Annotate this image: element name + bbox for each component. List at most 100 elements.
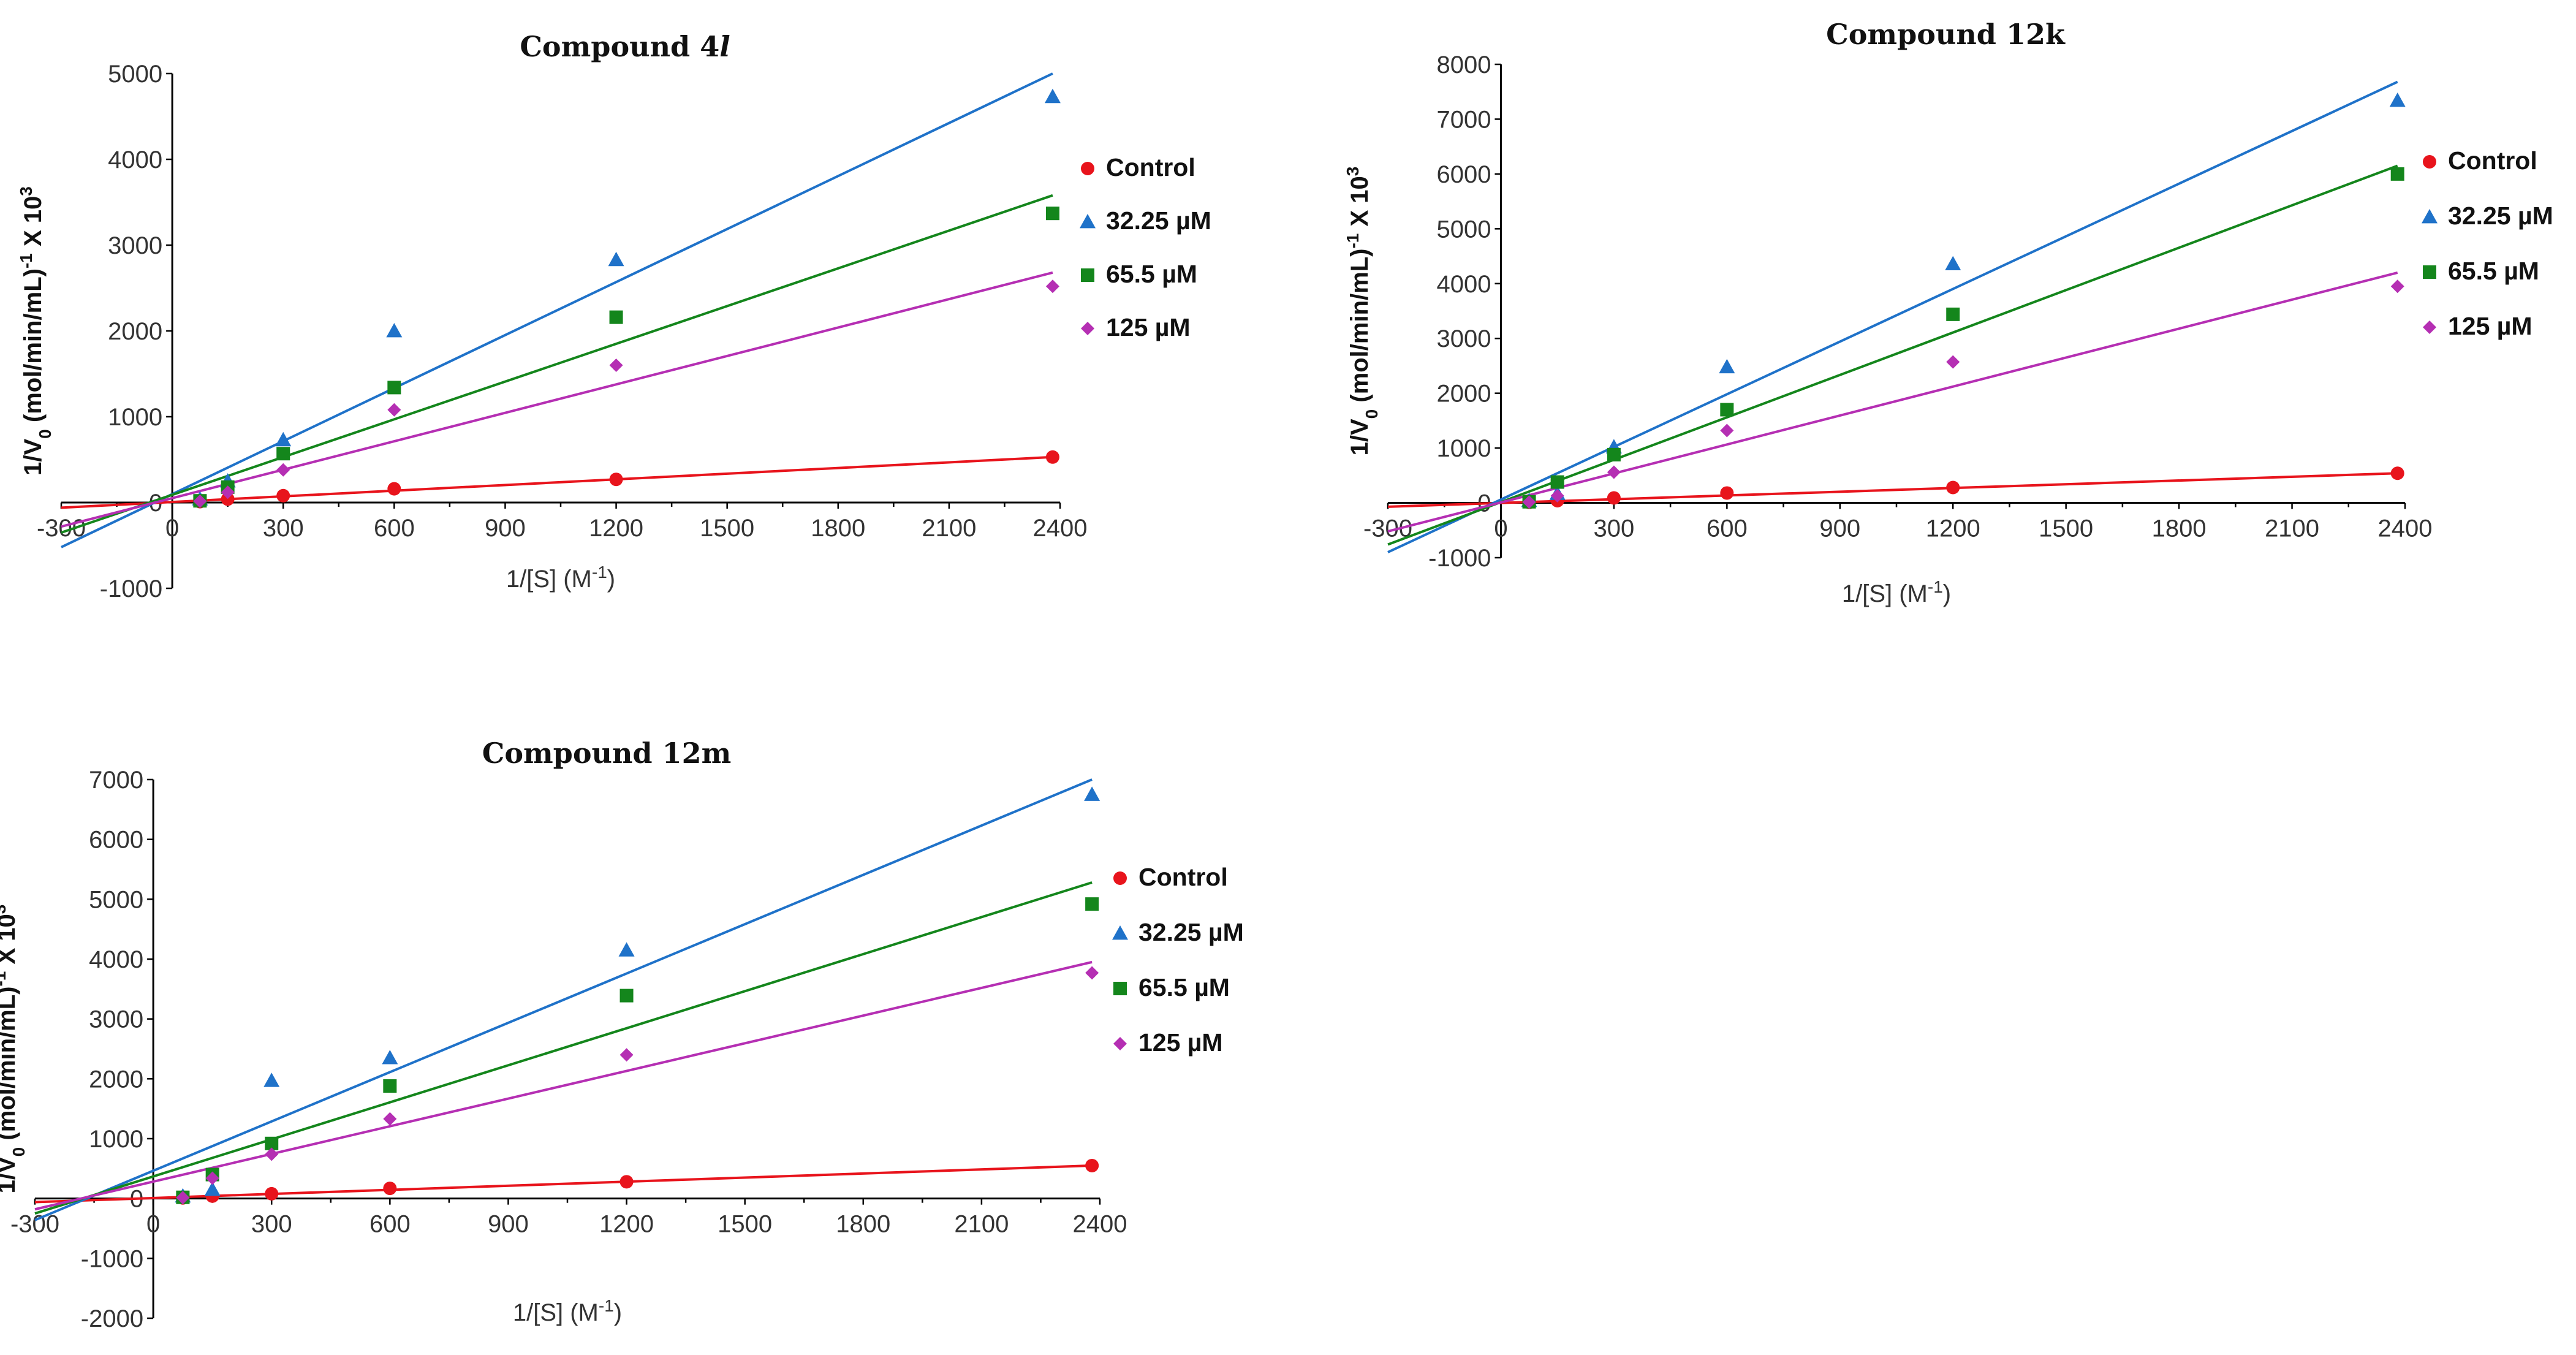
x-tick-label: 2400 [1033, 515, 1088, 542]
x-tick-label: 1800 [2152, 515, 2207, 542]
data-point-control [265, 1186, 279, 1201]
legend-label: 125 µM [1106, 313, 1191, 341]
y-tick-label: 1000 [1436, 435, 1491, 462]
data-point-c32 [2389, 93, 2406, 107]
legend-label: 65.5 µM [1106, 260, 1197, 288]
data-point-c125 [1607, 465, 1621, 479]
y-tick-label: 2000 [108, 318, 162, 345]
y-axis-label: 1/V0 (mol/min/mL)-1 X 103 [0, 905, 28, 1194]
data-point-c32 [386, 323, 403, 338]
data-point-c65 [1720, 403, 1734, 417]
y-tick-label: 5000 [108, 61, 162, 88]
y-tick-label: 6000 [1436, 161, 1491, 188]
trendline-c65 [34, 881, 1093, 1215]
data-point-c65 [1946, 307, 1960, 321]
legend-label: 32.25 µM [2448, 202, 2553, 230]
data-point-c32 [1044, 88, 1061, 104]
chart-panel-compound-12m: Compound 12m -2000 -10000 1000 2000 3000 4000 5… [0, 737, 1244, 1332]
y-tick-label: 2000 [89, 1066, 143, 1093]
y-tick-label: 1000 [89, 1126, 143, 1153]
x-tick-label: 900 [485, 515, 526, 542]
data-point-control [619, 1175, 634, 1189]
data-point-c125 [1085, 966, 1099, 980]
data-point-c125 [1720, 423, 1734, 438]
x-tick-label: 2100 [2265, 515, 2319, 542]
legend-label: 32.25 µM [1106, 207, 1211, 235]
legend-marker-c65 [1081, 268, 1094, 282]
x-tick-label: 1200 [599, 1211, 654, 1238]
chart-title: Compound 12k [1826, 18, 2066, 51]
data-point-c32 [1719, 359, 1735, 374]
y-tick-label: 8000 [1436, 51, 1491, 78]
data-point-control [276, 488, 290, 503]
legend-label: Control [1138, 863, 1228, 891]
trendline-c32 [1387, 80, 2398, 553]
x-tick-label: 300 [1594, 515, 1635, 542]
data-point-c125 [193, 494, 207, 508]
x-tick-label: 300 [263, 515, 304, 542]
y-tick-label: 5000 [1436, 216, 1491, 243]
trendline-c65 [1387, 164, 2398, 546]
legend-marker-c125 [1113, 1037, 1127, 1050]
data-point-control [2390, 466, 2404, 480]
x-tick-label: 2400 [2378, 515, 2433, 542]
data-point-c125 [205, 1171, 219, 1185]
data-point-c125 [276, 463, 290, 477]
x-tick-label: 300 [251, 1211, 292, 1238]
data-point-control [1720, 486, 1734, 500]
data-point-c125 [609, 359, 623, 372]
trendline-c125 [1387, 271, 2398, 533]
y-tick-label: 4000 [108, 146, 162, 173]
data-point-control [1607, 491, 1621, 505]
y-tick-label: 5000 [89, 886, 143, 913]
data-point-c65 [2390, 167, 2404, 181]
y-tick-label: 1000 [108, 404, 162, 431]
x-tick-label: 0 [165, 515, 179, 542]
y-tick-label: 6000 [89, 827, 143, 854]
x-axis-label: 1/[S] (M-1) [1842, 577, 1951, 608]
data-point-c32 [382, 1050, 398, 1065]
legend-label: 65.5 µM [1138, 973, 1230, 1001]
legend-marker-c65 [1113, 982, 1127, 995]
legend-marker-c32 [2422, 209, 2438, 224]
x-axis-label: 1/[S] (M-1) [513, 1296, 622, 1327]
data-point-c125 [619, 1048, 634, 1062]
data-point-c125 [2390, 279, 2404, 294]
data-point-c65 [1550, 475, 1564, 489]
data-point-c125 [383, 1112, 397, 1126]
x-tick-label: 0 [146, 1211, 160, 1238]
data-point-control [383, 1182, 397, 1196]
data-point-c65 [609, 310, 623, 324]
x-tick-label: 1500 [718, 1211, 772, 1238]
chart-title: Compound 12m [482, 737, 732, 770]
data-point-c32 [1945, 256, 1961, 270]
chart-panel-compound-12k: Compound 12k -10000 1000 2000 3000 4000 5000 60… [1343, 18, 2553, 607]
y-tick-label: -2000 [81, 1305, 143, 1332]
data-point-control [1085, 1158, 1099, 1172]
legend-marker-c32 [1112, 925, 1128, 940]
data-point-c32 [608, 251, 624, 267]
legend-marker-control [1113, 871, 1127, 885]
y-tick-label: 3000 [1436, 325, 1491, 352]
x-tick-label: 900 [488, 1211, 529, 1238]
data-point-control [387, 482, 401, 496]
data-point-c65 [1085, 897, 1099, 911]
y-axis-label: 1/V0 (mol/min/mL)-1 X 103 [17, 186, 55, 476]
x-tick-label: 600 [369, 1211, 411, 1238]
x-tick-label: -300 [10, 1211, 59, 1238]
x-tick-label: 1200 [1926, 515, 1980, 542]
data-point-c32 [1084, 786, 1100, 801]
x-axis-label: 1/[S] (M-1) [506, 563, 615, 593]
data-point-c125 [221, 485, 235, 499]
x-tick-label: 1500 [700, 515, 754, 542]
legend-label: 65.5 µM [2448, 257, 2539, 285]
data-point-c65 [1045, 207, 1059, 221]
data-point-c32 [618, 942, 635, 957]
legend-marker-control [1081, 162, 1094, 175]
x-tick-label: 1200 [589, 515, 643, 542]
y-tick-label: 4000 [1436, 271, 1491, 298]
legend-marker-c125 [2423, 321, 2436, 334]
y-tick-label: 7000 [89, 767, 143, 794]
data-point-control [1946, 480, 1960, 495]
trendline-control [1387, 472, 2398, 508]
